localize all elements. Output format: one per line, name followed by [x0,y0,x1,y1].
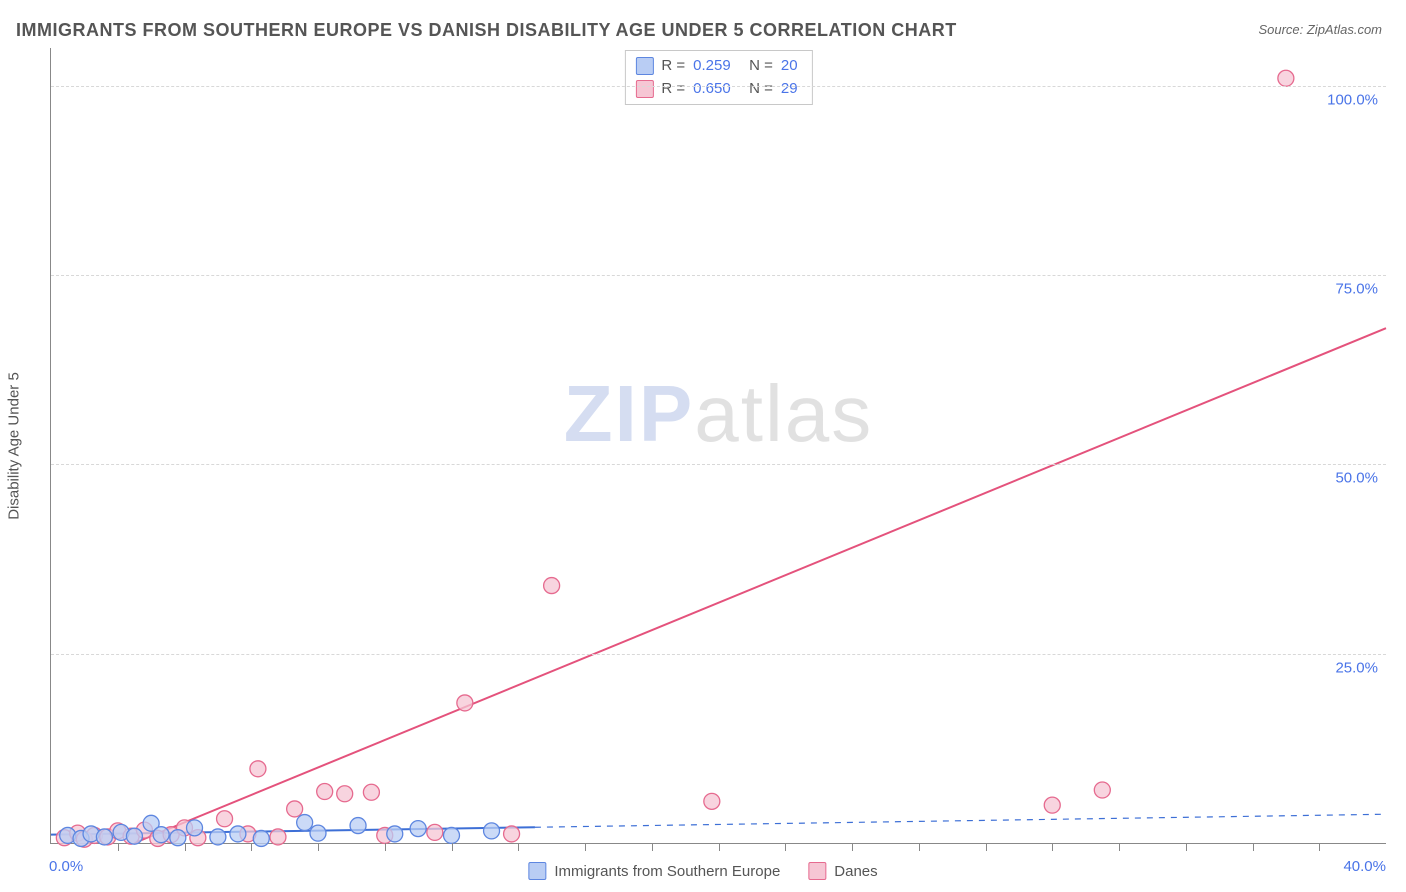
x-tick [585,843,586,851]
y-axis-title: Disability Age Under 5 [6,372,23,520]
x-tick [852,843,853,851]
x-origin-label: 0.0% [49,858,83,875]
legend-swatch-danes [635,80,653,98]
r-label: R = [661,78,685,101]
y-tick-label: 25.0% [1335,659,1378,676]
x-tick [518,843,519,851]
chart-plot-area: ZIPatlas R = 0.259 N = 20 R = 0.650 N = … [50,48,1386,844]
legend-item-danes: Danes [808,862,877,880]
legend-label-danes: Danes [834,863,877,880]
legend-swatch-immigrants [635,57,653,75]
chart-title: IMMIGRANTS FROM SOUTHERN EUROPE VS DANIS… [16,20,957,41]
bottom-legend: Immigrants from Southern Europe Danes [528,862,877,880]
legend-item-immigrants: Immigrants from Southern Europe [528,862,780,880]
x-tick [919,843,920,851]
x-tick [385,843,386,851]
n-label: N = [749,55,773,78]
r-label: R = [661,55,685,78]
x-tick [719,843,720,851]
legend-label-immigrants: Immigrants from Southern Europe [554,863,780,880]
legend-stats-row-danes: R = 0.650 N = 29 [635,78,797,101]
chart-svg [51,48,1386,843]
y-tick-label: 75.0% [1335,281,1378,298]
x-tick [1119,843,1120,851]
gridline [51,86,1386,87]
x-tick [452,843,453,851]
legend-swatch-immigrants [528,862,546,880]
y-tick-label: 100.0% [1327,91,1378,108]
gridline [51,275,1386,276]
source-label: Source: ZipAtlas.com [1258,22,1382,37]
n-value-danes: 29 [781,78,798,101]
x-tick [1052,843,1053,851]
x-tick [986,843,987,851]
gridline [51,464,1386,465]
n-value-immigrants: 20 [781,55,798,78]
legend-swatch-danes [808,862,826,880]
y-tick-label: 50.0% [1335,470,1378,487]
x-tick [118,843,119,851]
x-tick [1186,843,1187,851]
x-tick [251,843,252,851]
x-tick [185,843,186,851]
r-value-danes: 0.650 [693,78,741,101]
legend-stats-row-immigrants: R = 0.259 N = 20 [635,55,797,78]
legend-stats-box: R = 0.259 N = 20 R = 0.650 N = 29 [624,50,812,105]
x-tick [318,843,319,851]
x-tick [652,843,653,851]
n-label: N = [749,78,773,101]
r-value-immigrants: 0.259 [693,55,741,78]
x-tick [785,843,786,851]
x-max-label: 40.0% [1343,858,1386,875]
x-tick [1319,843,1320,851]
gridline [51,654,1386,655]
x-tick [1253,843,1254,851]
